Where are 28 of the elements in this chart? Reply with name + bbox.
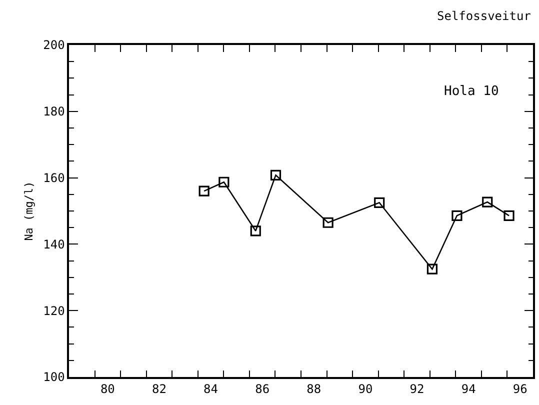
point: [218, 176, 230, 188]
y-tick-label: 100: [43, 370, 65, 384]
point: [504, 210, 514, 221]
chart-title: Selfossveitur: [437, 9, 531, 23]
point: [452, 210, 462, 221]
point: [198, 186, 210, 196]
y-tick-label: 200: [43, 38, 65, 52]
point: [250, 226, 261, 236]
x-tick-label: 80: [100, 382, 115, 396]
annotation: Hola 10: [444, 84, 499, 99]
y-tick-label: 140: [43, 237, 65, 252]
x-tick-label: 84: [204, 382, 218, 396]
y-tick-label: 180: [43, 104, 65, 119]
x-tick-label: 88: [306, 382, 322, 396]
y-axis-title: Na (mg/l): [22, 181, 36, 241]
point: [374, 197, 385, 208]
x-tick-label: 94: [461, 382, 476, 396]
y-tick-label: 120: [43, 304, 65, 318]
point: [482, 196, 493, 208]
x-tick-label: 96: [512, 382, 528, 396]
x-tick-label: 86: [255, 382, 270, 396]
x-tick-label: 92: [410, 382, 424, 396]
x-tick-label: 90: [358, 382, 373, 396]
point: [322, 217, 334, 228]
y-tick-label: 160: [43, 171, 65, 185]
point: [270, 170, 282, 180]
point: [426, 264, 438, 274]
x-tick-label: 82: [152, 382, 166, 396]
